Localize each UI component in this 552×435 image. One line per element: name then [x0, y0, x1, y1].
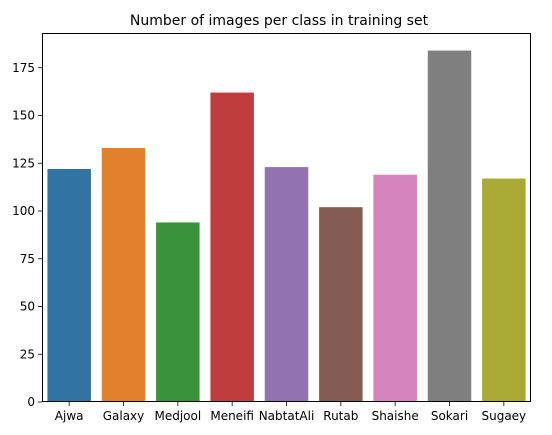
y-tick-label: 75	[20, 252, 35, 266]
bar-sugaey	[482, 178, 526, 402]
x-tick-label: Medjool	[154, 409, 201, 423]
x-tick-label: Shaishe	[372, 409, 419, 423]
x-tick-label: NabtatAli	[259, 409, 315, 423]
x-tick-label: Meneifi	[210, 409, 254, 423]
bar-rutab	[319, 207, 363, 402]
x-tick-label: Rutab	[323, 409, 358, 423]
bars-group	[47, 50, 526, 402]
x-tick-label: Ajwa	[55, 409, 84, 423]
x-tick-label: Galaxy	[103, 409, 145, 423]
bar-ajwa	[47, 168, 91, 402]
bar-medjool	[156, 222, 200, 402]
bar-galaxy	[101, 147, 146, 402]
y-tick-label: 50	[20, 300, 35, 314]
x-axis: Ajwa Galaxy Medjool Meneifi NabtatAli Rutab Sh…	[55, 402, 526, 423]
bar-meneifi	[210, 92, 254, 402]
x-tick-label: Sugaey	[481, 409, 526, 423]
bar-shaishe	[373, 174, 417, 402]
chart-title: Number of images per class in training s…	[130, 13, 429, 29]
bar-sokari	[427, 50, 472, 402]
y-tick-label: 175	[12, 61, 35, 75]
y-axis: 0 25 50 75 100 125 150 175	[12, 61, 42, 409]
bar-nabtatali	[264, 167, 309, 402]
x-tick-label: Sokari	[431, 409, 468, 423]
y-tick-label: 125	[12, 156, 35, 170]
plot-frame	[42, 33, 531, 402]
y-tick-label: 25	[20, 347, 35, 361]
y-tick-label: 150	[12, 109, 35, 123]
y-tick-label: 100	[12, 204, 35, 218]
y-tick-label: 0	[27, 395, 35, 409]
